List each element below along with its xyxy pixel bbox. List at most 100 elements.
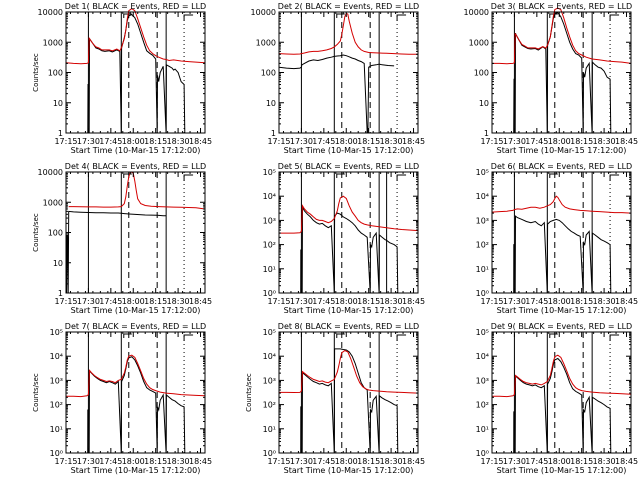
x-tick-label: 18:15 bbox=[570, 457, 593, 466]
x-tick-label: 17:45 bbox=[312, 297, 335, 306]
x-tick-label: 17:45 bbox=[525, 297, 548, 306]
y-tick-label: 10000 bbox=[38, 168, 63, 177]
series-events-line bbox=[300, 348, 399, 454]
x-tick-label: 18:15 bbox=[570, 137, 593, 146]
series-events-line bbox=[300, 206, 399, 294]
y-tick-label: 100 bbox=[474, 69, 489, 78]
x-tick-label: 18:45 bbox=[615, 137, 638, 146]
chart-panel-1: 1 10 100 1000 10000 17:15 17:30 17:45 18:00 18:15… bbox=[32, 2, 212, 155]
x-tick-label: 18:00 bbox=[548, 297, 571, 306]
x-tick-label: 17:30 bbox=[77, 297, 100, 306]
flag-marker bbox=[123, 333, 132, 338]
x-tick-label: 18:30 bbox=[593, 457, 616, 466]
x-tick-label: 17:30 bbox=[290, 457, 313, 466]
x-axis-label: Start Time (10-Mar-15 17:12:00) bbox=[497, 466, 627, 475]
flag-marker bbox=[609, 334, 620, 341]
x-tick-label: 18:00 bbox=[122, 457, 145, 466]
y-tick-label: 10⁰ bbox=[476, 449, 489, 458]
y-tick-label: 1 bbox=[58, 289, 63, 298]
chart-title: Det 8( BLACK = Events, RED = LLD bbox=[278, 322, 419, 331]
series-events-line bbox=[87, 14, 186, 134]
x-tick-label: 17:30 bbox=[503, 137, 526, 146]
y-tick-label: 10² bbox=[476, 241, 489, 250]
flag-marker bbox=[123, 13, 132, 18]
x-tick-label: 18:45 bbox=[189, 457, 212, 466]
x-axis-label: Start Time (10-Mar-15 17:12:00) bbox=[284, 146, 414, 155]
flag-marker bbox=[609, 174, 620, 181]
x-tick-label: 18:30 bbox=[593, 297, 616, 306]
y-tick-label: 10¹ bbox=[476, 265, 489, 274]
x-tick-label: 17:45 bbox=[312, 457, 335, 466]
x-tick-label: 17:45 bbox=[525, 137, 548, 146]
x-tick-label: 18:15 bbox=[570, 297, 593, 306]
chart-title: Det 7( BLACK = Events, RED = LLD bbox=[65, 322, 206, 331]
x-tick-label: 17:45 bbox=[99, 297, 122, 306]
flag-marker bbox=[123, 173, 132, 178]
plot-frame bbox=[65, 331, 206, 454]
y-tick-label: 10 bbox=[53, 99, 63, 108]
x-tick-label: 17:15 bbox=[267, 457, 290, 466]
x-tick-label: 17:45 bbox=[99, 137, 122, 146]
x-tick-label: 18:15 bbox=[357, 297, 380, 306]
x-tick-label: 18:00 bbox=[122, 137, 145, 146]
y-tick-label: 10⁴ bbox=[263, 352, 276, 361]
plot-frame bbox=[278, 171, 419, 294]
x-tick-label: 18:30 bbox=[167, 137, 190, 146]
flag-marker bbox=[396, 174, 407, 181]
y-tick-label: 10⁵ bbox=[476, 328, 489, 337]
y-tick-label: 10³ bbox=[50, 376, 63, 385]
chart-title: Det 6( BLACK = Events, RED = LLD bbox=[491, 162, 632, 171]
x-tick-label: 18:15 bbox=[357, 137, 380, 146]
x-tick-label: 17:15 bbox=[480, 297, 503, 306]
y-tick-label: 100 bbox=[261, 69, 276, 78]
y-tick-label: 10⁰ bbox=[263, 289, 276, 298]
x-tick-label: 18:45 bbox=[402, 137, 425, 146]
y-tick-label: 1000 bbox=[256, 38, 276, 47]
y-tick-label: 1 bbox=[271, 129, 276, 138]
series-lld-line bbox=[279, 350, 419, 394]
series-events-line bbox=[513, 357, 612, 454]
y-tick-label: 1000 bbox=[43, 198, 63, 207]
chart-title: Det 4( BLACK = Events, RED = LLD bbox=[65, 162, 206, 171]
chart-title: Det 1( BLACK = Events, RED = LLD bbox=[65, 2, 206, 11]
y-tick-label: 10000 bbox=[38, 8, 63, 17]
y-tick-label: 10 bbox=[479, 99, 489, 108]
x-tick-label: 18:15 bbox=[144, 137, 167, 146]
y-tick-label: 10⁴ bbox=[263, 192, 276, 201]
chart-panel-4: 1 10 100 1000 10000 17:15 17:30 17:45 18:00 18:15… bbox=[32, 162, 212, 315]
series-events-line bbox=[87, 356, 186, 454]
y-axis-label: Counts/sec bbox=[245, 373, 253, 412]
chart-panel-3: 1 10 100 1000 10000 17:15 17:30 17:45 18:00 18:15… bbox=[464, 2, 639, 155]
x-tick-label: 18:00 bbox=[548, 457, 571, 466]
flag-marker bbox=[336, 13, 345, 18]
flag-marker bbox=[549, 173, 558, 178]
y-axis-label: Counts/sec bbox=[32, 213, 40, 252]
x-tick-label: 18:00 bbox=[335, 457, 358, 466]
y-tick-label: 10 bbox=[266, 99, 276, 108]
x-tick-label: 18:00 bbox=[122, 297, 145, 306]
chart-title: Det 2( BLACK = Events, RED = LLD bbox=[278, 2, 419, 11]
y-tick-label: 10² bbox=[50, 401, 63, 410]
x-tick-label: 17:15 bbox=[480, 457, 503, 466]
x-tick-label: 18:30 bbox=[167, 297, 190, 306]
y-tick-label: 10⁵ bbox=[476, 168, 489, 177]
x-tick-label: 18:00 bbox=[335, 137, 358, 146]
x-tick-label: 18:30 bbox=[593, 137, 616, 146]
plot-frame bbox=[278, 331, 419, 454]
y-tick-label: 10000 bbox=[464, 8, 489, 17]
x-tick-label: 17:15 bbox=[54, 137, 77, 146]
plot-frame bbox=[491, 331, 632, 454]
x-axis-label: Start Time (10-Mar-15 17:12:00) bbox=[497, 306, 627, 315]
x-tick-label: 17:15 bbox=[267, 297, 290, 306]
x-tick-label: 17:30 bbox=[290, 297, 313, 306]
x-tick-label: 18:45 bbox=[189, 297, 212, 306]
y-axis-label: Counts/sec bbox=[32, 373, 40, 412]
x-tick-label: 18:45 bbox=[615, 297, 638, 306]
x-tick-label: 18:15 bbox=[357, 457, 380, 466]
series-events-line bbox=[513, 215, 612, 294]
x-tick-label: 17:30 bbox=[503, 297, 526, 306]
y-tick-label: 10² bbox=[476, 401, 489, 410]
